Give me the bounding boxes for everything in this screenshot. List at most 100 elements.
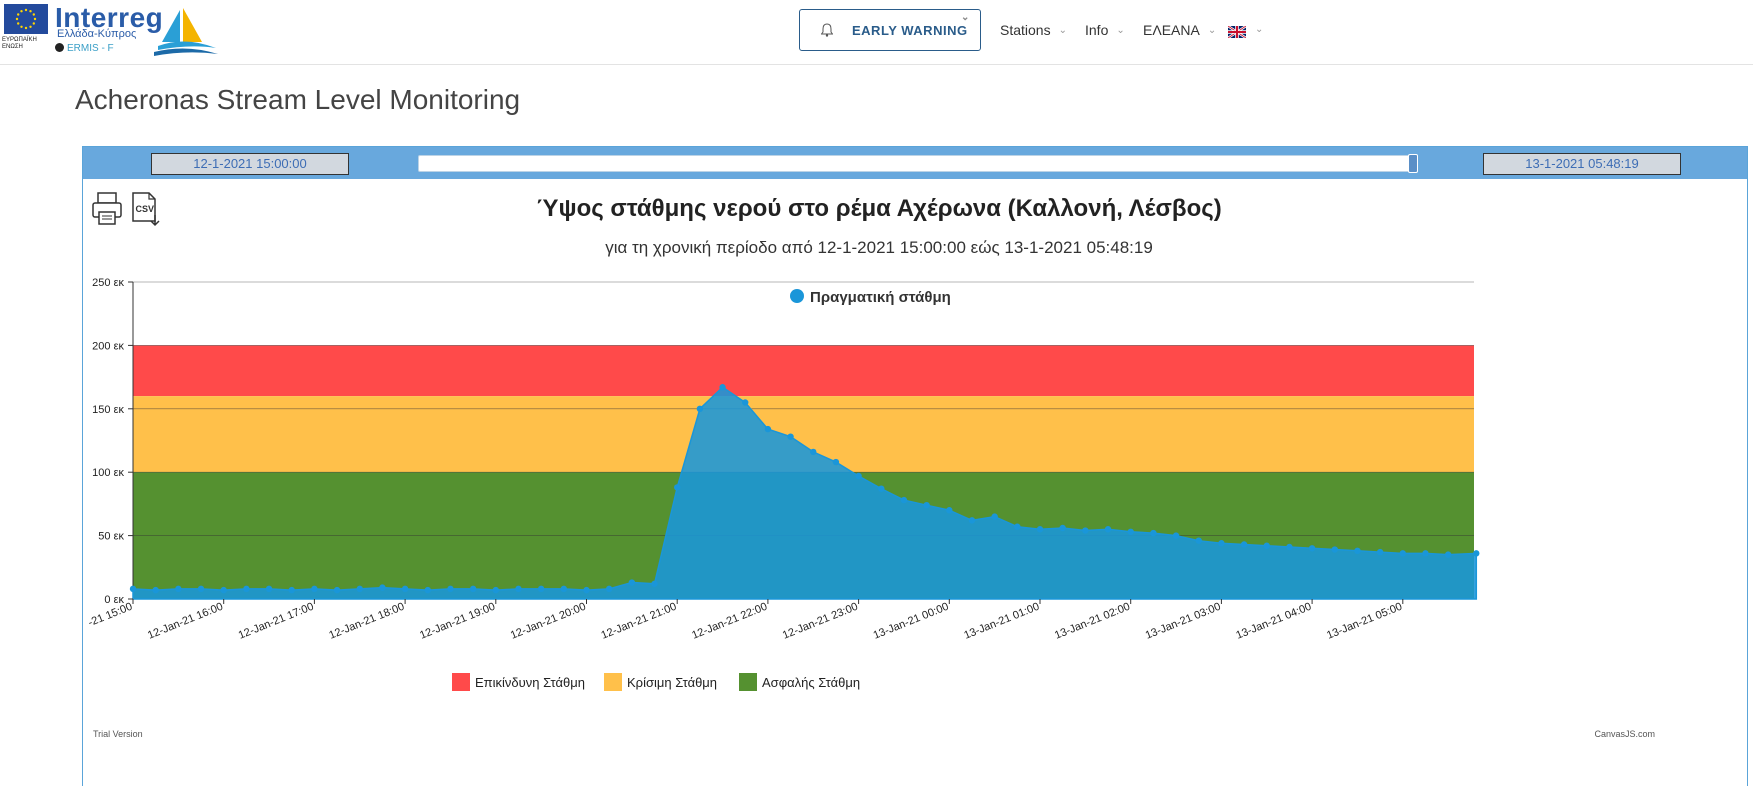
x-tick-label: 13-Jan-21 02:00 [1053,601,1132,642]
chart-trial-label: Trial Version [93,729,143,739]
data-point [1399,550,1407,557]
x-tick-label: 13-Jan-21 05:00 [1325,601,1404,642]
data-point [379,584,386,591]
data-point [1354,547,1361,555]
chart-panel: 12-1-2021 15:00:00 13-1-2021 05:48:19 CS… [82,146,1748,786]
page-title: Acheronas Stream Level Monitoring [75,84,521,115]
data-point [515,585,522,593]
x-tick-label: 12-Jan-21 18:00 [327,601,406,642]
data-point [1444,551,1452,558]
data-point [1376,548,1384,556]
nav-stations[interactable]: Stations ⌄ [1000,22,1067,38]
data-point [946,507,953,514]
print-icon[interactable] [91,191,123,232]
chevron-down-icon[interactable]: ⌄ [1255,24,1264,35]
slider-handle[interactable] [1408,154,1418,173]
data-point [605,585,613,593]
data-point [175,585,182,593]
data-point [900,496,908,504]
nav-user-label: ΕΛΕΑΝΑ [1143,22,1200,38]
data-point [991,513,998,520]
legend-series-label: Πραγματική στάθμη [810,289,951,306]
sailboat-logo-icon [150,6,220,63]
band-1 [133,396,1474,473]
data-point [265,585,273,593]
data-point [1331,546,1338,553]
water-level-chart: Ύψος στάθμης νερού στο ρέμα Αχέρωνα (Καλ… [87,195,1655,739]
x-tick-label: 12-Jan-21 23:00 [781,601,860,642]
legend-label: Ασφαλής Στάθμη [762,675,860,690]
data-point [742,399,749,406]
range-selector: 12-1-2021 15:00:00 13-1-2021 05:48:19 [83,147,1747,179]
data-point [1240,541,1248,548]
chevron-down-icon: ⌄ [1207,25,1217,36]
logo-subtitle: Ελλάδα-Κύπρος [57,28,137,40]
y-tick-label: 50 εκ [98,531,124,543]
data-point [469,585,477,593]
data-point [651,580,658,587]
x-tick-label: 12-Jan-21 21:00 [600,601,679,642]
data-point [1195,537,1202,544]
x-tick-label: 13-Jan-21 03:00 [1144,601,1223,642]
eu-flag-icon [4,4,48,34]
early-warning-button[interactable]: EARLY WARNING ⌄ [799,9,981,51]
data-point [537,585,545,593]
data-point [1104,526,1112,533]
data-point [878,485,885,492]
legend-label: Κρίσιμη Στάθμη [627,675,717,690]
top-navbar: ΕΥΡΩΠΑΪΚΗ ΕΝΩΣΗ Interreg Ελλάδα-Κύπρος E… [0,0,1753,65]
data-point [968,517,976,524]
nav-info-label: Info [1085,22,1109,38]
data-point [220,586,227,594]
y-tick-label: 100 εκ [92,467,124,479]
uk-flag-icon[interactable] [1227,25,1247,39]
data-point [1308,545,1316,552]
legend-label: Επικίνδυνη Στάθμη [475,675,585,690]
data-point [1059,524,1066,532]
logo-title[interactable]: Interreg [55,2,164,33]
data-point [1286,543,1293,551]
data-point [674,484,681,491]
chevron-down-icon: ⌄ [961,12,970,23]
range-slider[interactable] [418,155,1418,172]
range-end-input[interactable]: 13-1-2021 05:48:19 [1483,153,1681,175]
data-point [696,405,704,412]
x-tick-label: 12-Jan-21 16:00 [146,601,225,642]
data-point [129,585,137,593]
data-point [1127,528,1134,535]
data-point [1036,526,1044,533]
data-point [923,501,930,509]
ermis-logo-icon [55,43,64,52]
data-point [288,586,295,594]
data-point [855,472,862,480]
data-point [719,384,726,391]
y-tick-label: 200 εκ [92,340,124,352]
data-point [356,585,363,593]
bell-icon [820,23,834,40]
x-tick-label: 12-Jan-21 22:00 [690,601,769,642]
band-0 [133,345,1474,397]
legend-series-marker [790,289,804,303]
nav-info[interactable]: Info ⌄ [1085,22,1125,38]
chart-subtitle: για τη χρονική περίοδο από 12-1-2021 15:… [605,238,1153,257]
data-point [1473,550,1480,557]
chevron-down-icon: ⌄ [1058,25,1067,36]
chart-title: Ύψος στάθμης νερού στο ρέμα Αχέρωνα (Καλ… [536,195,1221,222]
data-point [764,425,772,433]
data-point [424,586,431,594]
data-point [583,586,590,594]
x-tick-label: 13-Jan-21 04:00 [1234,601,1313,642]
data-point [1172,532,1180,539]
nav-user[interactable]: ΕΛΕΑΝΑ ⌄ [1143,22,1216,38]
range-start-input[interactable]: 12-1-2021 15:00:00 [151,153,349,175]
data-point [492,586,499,594]
chart-credit-label[interactable]: CanvasJS.com [1594,729,1655,739]
data-point [1422,550,1429,557]
x-tick-label: -21 15:00 [87,601,135,630]
band-2 [133,472,1474,599]
y-tick-label: 250 εκ [92,277,124,289]
chevron-down-icon: ⌄ [1116,25,1125,36]
legend-swatch [739,673,757,691]
early-warning-label: EARLY WARNING [852,23,968,38]
csv-download-icon[interactable]: CSV [131,191,161,232]
